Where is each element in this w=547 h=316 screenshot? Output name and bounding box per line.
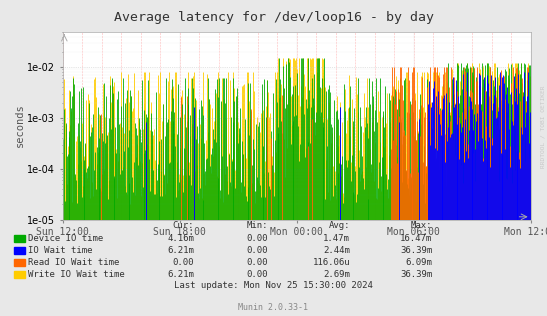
Text: 16.47m: 16.47m <box>400 234 432 243</box>
Text: 2.69m: 2.69m <box>323 270 350 279</box>
Text: 1.47m: 1.47m <box>323 234 350 243</box>
Text: 0.00: 0.00 <box>247 258 268 267</box>
Text: 0.00: 0.00 <box>173 258 194 267</box>
Text: Device IO time: Device IO time <box>28 234 104 243</box>
Text: 6.21m: 6.21m <box>167 246 194 255</box>
Text: 4.16m: 4.16m <box>167 234 194 243</box>
Text: Avg:: Avg: <box>329 221 350 229</box>
Text: Max:: Max: <box>411 221 432 229</box>
Text: 0.00: 0.00 <box>247 270 268 279</box>
Text: 6.09m: 6.09m <box>405 258 432 267</box>
Text: Munin 2.0.33-1: Munin 2.0.33-1 <box>238 303 309 312</box>
Text: IO Wait time: IO Wait time <box>28 246 93 255</box>
Text: 36.39m: 36.39m <box>400 246 432 255</box>
Text: 6.21m: 6.21m <box>167 270 194 279</box>
Text: 36.39m: 36.39m <box>400 270 432 279</box>
Text: 116.06u: 116.06u <box>312 258 350 267</box>
Text: 0.00: 0.00 <box>247 246 268 255</box>
Text: Read IO Wait time: Read IO Wait time <box>28 258 120 267</box>
Text: Min:: Min: <box>247 221 268 229</box>
Text: Last update: Mon Nov 25 15:30:00 2024: Last update: Mon Nov 25 15:30:00 2024 <box>174 281 373 290</box>
Text: Average latency for /dev/loop16 - by day: Average latency for /dev/loop16 - by day <box>113 11 434 24</box>
Text: 2.44m: 2.44m <box>323 246 350 255</box>
Text: Write IO Wait time: Write IO Wait time <box>28 270 125 279</box>
Text: 0.00: 0.00 <box>247 234 268 243</box>
Y-axis label: seconds: seconds <box>14 104 25 148</box>
Text: RRDTOOL / TOBI OETIKER: RRDTOOL / TOBI OETIKER <box>541 85 546 168</box>
Text: Cur:: Cur: <box>173 221 194 229</box>
